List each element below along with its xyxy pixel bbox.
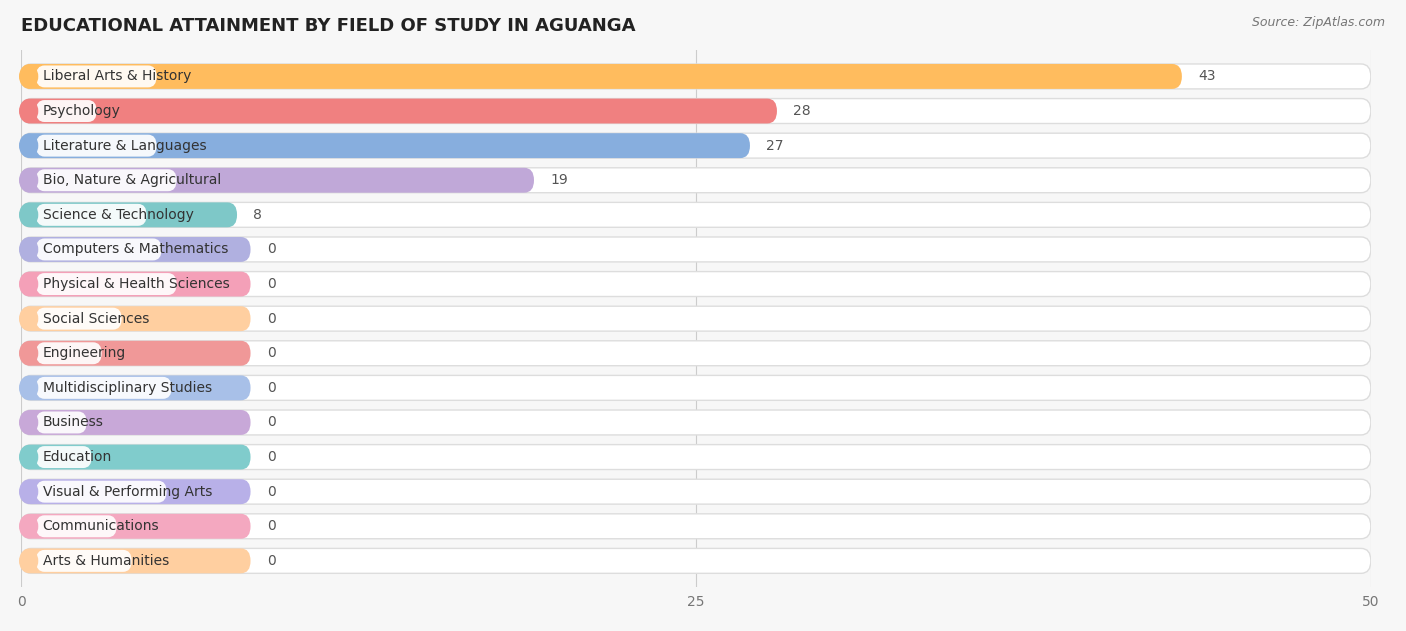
FancyBboxPatch shape xyxy=(21,306,250,331)
Circle shape xyxy=(20,515,38,538)
Text: Business: Business xyxy=(42,415,104,430)
Text: 19: 19 xyxy=(550,174,568,187)
FancyBboxPatch shape xyxy=(21,203,1371,227)
Circle shape xyxy=(20,411,38,434)
FancyBboxPatch shape xyxy=(21,306,1371,331)
FancyBboxPatch shape xyxy=(21,203,238,227)
FancyBboxPatch shape xyxy=(21,271,250,297)
FancyBboxPatch shape xyxy=(21,98,778,124)
FancyBboxPatch shape xyxy=(37,239,162,261)
FancyBboxPatch shape xyxy=(21,548,250,574)
FancyBboxPatch shape xyxy=(37,516,117,537)
FancyBboxPatch shape xyxy=(37,169,177,191)
Text: Education: Education xyxy=(42,450,112,464)
Text: 0: 0 xyxy=(267,277,276,291)
Circle shape xyxy=(20,168,38,192)
Text: Bio, Nature & Agricultural: Bio, Nature & Agricultural xyxy=(42,174,221,187)
FancyBboxPatch shape xyxy=(21,375,1371,400)
Text: 0: 0 xyxy=(267,450,276,464)
FancyBboxPatch shape xyxy=(37,204,146,226)
FancyBboxPatch shape xyxy=(37,273,177,295)
Text: Multidisciplinary Studies: Multidisciplinary Studies xyxy=(42,381,212,395)
FancyBboxPatch shape xyxy=(37,411,87,433)
Text: 0: 0 xyxy=(267,312,276,326)
Text: 0: 0 xyxy=(267,554,276,568)
Circle shape xyxy=(20,445,38,469)
FancyBboxPatch shape xyxy=(37,66,156,88)
FancyBboxPatch shape xyxy=(21,479,250,504)
Circle shape xyxy=(20,342,38,365)
Circle shape xyxy=(20,377,38,399)
FancyBboxPatch shape xyxy=(21,237,1371,262)
Text: 28: 28 xyxy=(793,104,811,118)
Text: 8: 8 xyxy=(253,208,262,222)
FancyBboxPatch shape xyxy=(21,133,749,158)
Text: Computers & Mathematics: Computers & Mathematics xyxy=(42,242,228,256)
Text: Source: ZipAtlas.com: Source: ZipAtlas.com xyxy=(1251,16,1385,29)
Circle shape xyxy=(20,203,38,227)
Text: 0: 0 xyxy=(267,381,276,395)
Text: Liberal Arts & History: Liberal Arts & History xyxy=(42,69,191,83)
Text: Literature & Languages: Literature & Languages xyxy=(42,139,207,153)
FancyBboxPatch shape xyxy=(37,100,97,122)
Text: Engineering: Engineering xyxy=(42,346,127,360)
FancyBboxPatch shape xyxy=(21,168,1371,192)
Text: 0: 0 xyxy=(267,415,276,430)
Circle shape xyxy=(20,238,38,261)
FancyBboxPatch shape xyxy=(21,479,1371,504)
Circle shape xyxy=(20,100,38,122)
Text: EDUCATIONAL ATTAINMENT BY FIELD OF STUDY IN AGUANGA: EDUCATIONAL ATTAINMENT BY FIELD OF STUDY… xyxy=(21,17,636,35)
FancyBboxPatch shape xyxy=(37,308,122,329)
FancyBboxPatch shape xyxy=(21,375,250,400)
Text: 0: 0 xyxy=(267,485,276,498)
FancyBboxPatch shape xyxy=(21,410,1371,435)
FancyBboxPatch shape xyxy=(21,98,1371,124)
FancyBboxPatch shape xyxy=(21,548,1371,574)
FancyBboxPatch shape xyxy=(21,237,250,262)
Circle shape xyxy=(20,273,38,295)
FancyBboxPatch shape xyxy=(37,377,172,399)
Text: Social Sciences: Social Sciences xyxy=(42,312,149,326)
Text: Science & Technology: Science & Technology xyxy=(42,208,194,222)
FancyBboxPatch shape xyxy=(21,341,250,366)
Text: 27: 27 xyxy=(766,139,783,153)
Circle shape xyxy=(20,480,38,503)
FancyBboxPatch shape xyxy=(37,446,91,468)
FancyBboxPatch shape xyxy=(21,341,1371,366)
FancyBboxPatch shape xyxy=(37,342,101,364)
Text: Physical & Health Sciences: Physical & Health Sciences xyxy=(42,277,229,291)
Text: Communications: Communications xyxy=(42,519,159,533)
Text: Arts & Humanities: Arts & Humanities xyxy=(42,554,169,568)
Text: Psychology: Psychology xyxy=(42,104,121,118)
FancyBboxPatch shape xyxy=(21,445,250,469)
Circle shape xyxy=(20,134,38,157)
Text: 43: 43 xyxy=(1198,69,1216,83)
Circle shape xyxy=(20,307,38,330)
FancyBboxPatch shape xyxy=(21,514,250,539)
FancyBboxPatch shape xyxy=(21,514,1371,539)
Circle shape xyxy=(20,550,38,572)
FancyBboxPatch shape xyxy=(21,445,1371,469)
FancyBboxPatch shape xyxy=(21,271,1371,297)
FancyBboxPatch shape xyxy=(21,64,1371,89)
FancyBboxPatch shape xyxy=(21,64,1182,89)
FancyBboxPatch shape xyxy=(21,133,1371,158)
Text: 0: 0 xyxy=(267,346,276,360)
FancyBboxPatch shape xyxy=(37,481,166,503)
Text: 0: 0 xyxy=(267,519,276,533)
Text: 0: 0 xyxy=(267,242,276,256)
FancyBboxPatch shape xyxy=(37,134,156,156)
Circle shape xyxy=(20,65,38,88)
FancyBboxPatch shape xyxy=(21,168,534,192)
FancyBboxPatch shape xyxy=(21,410,250,435)
FancyBboxPatch shape xyxy=(37,550,132,572)
Text: Visual & Performing Arts: Visual & Performing Arts xyxy=(42,485,212,498)
